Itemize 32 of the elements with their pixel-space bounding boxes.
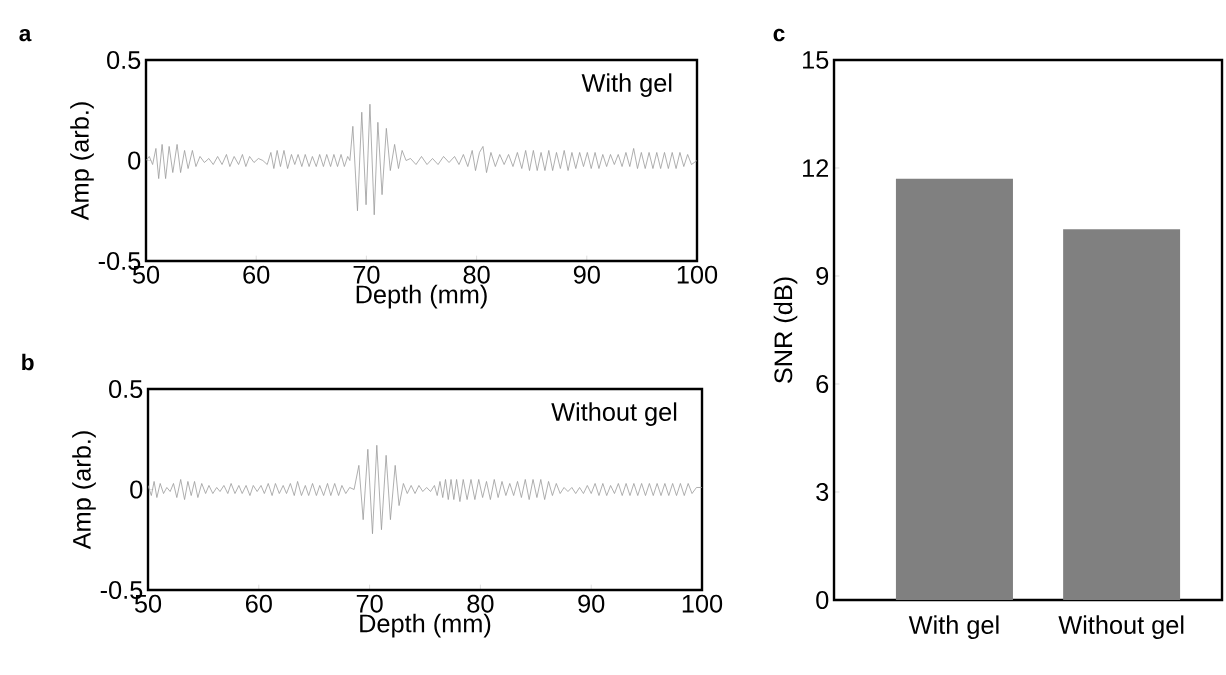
y-tick-label: 15 bbox=[803, 51, 829, 69]
chart-title: a bbox=[19, 28, 32, 42]
x-tick-label: 90 bbox=[578, 594, 605, 613]
y-axis-title: Amp (arb.) bbox=[72, 431, 96, 550]
y-tick-label: 0 bbox=[128, 151, 141, 170]
y-tick-label: 12 bbox=[803, 159, 829, 177]
x-tick-label: 80 bbox=[467, 594, 494, 613]
y-axis-title: Amp (arb.) bbox=[70, 102, 94, 221]
annotation: With gel bbox=[581, 73, 672, 97]
x-tick-label: 70 bbox=[356, 594, 383, 613]
y-axis-title: SNR (dB) bbox=[773, 277, 798, 384]
y-tick-label: 6 bbox=[816, 375, 829, 393]
x-tick-label: 90 bbox=[573, 265, 600, 284]
x-tick-label: 100 bbox=[677, 265, 718, 284]
chart-title: c bbox=[773, 28, 785, 42]
y-tick-label: 0 bbox=[816, 591, 829, 609]
y-tick-label: 0.5 bbox=[107, 51, 141, 69]
annotation: Without gel bbox=[551, 402, 677, 426]
x-axis-title: Depth (mm) bbox=[360, 613, 491, 638]
y-tick-label: 0 bbox=[130, 480, 143, 499]
x-tick-label: 70 bbox=[353, 265, 380, 284]
y-tick-label: 9 bbox=[816, 267, 829, 285]
x-tick-label: 60 bbox=[245, 594, 272, 613]
line-series bbox=[146, 103, 697, 216]
y-tick-label: 0.5 bbox=[109, 380, 143, 398]
x-tick-label: 100 bbox=[682, 594, 723, 613]
line-series bbox=[148, 444, 703, 535]
chart-title: b bbox=[22, 353, 34, 371]
y-tick-label: 3 bbox=[816, 483, 829, 501]
x-axis-title: Depth (mm) bbox=[356, 284, 487, 309]
x-tick-label: 80 bbox=[463, 265, 490, 284]
x-tick-label: 60 bbox=[243, 265, 270, 284]
